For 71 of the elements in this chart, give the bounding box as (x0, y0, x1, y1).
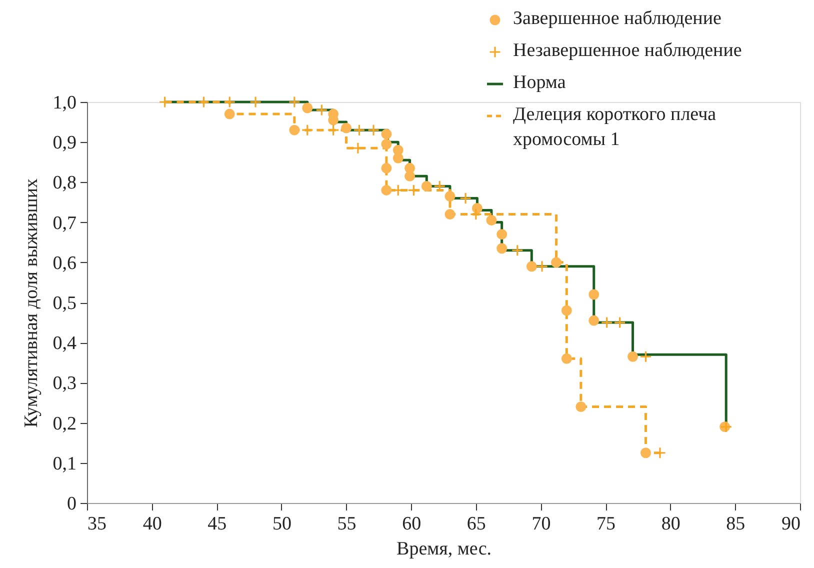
legend-label: Делеция короткого плеча хромосомы 1 (513, 104, 717, 150)
point (353, 124, 366, 136)
y-tick-label: 0,3 (52, 373, 76, 394)
point (224, 96, 236, 108)
point (301, 124, 314, 136)
y-tick-label: 0,8 (52, 172, 76, 194)
y-tick-label: 0,9 (52, 132, 76, 154)
point (404, 170, 416, 182)
y-tick-label: 0,1 (52, 453, 76, 474)
point (444, 209, 456, 220)
y-tick-label: 0 (67, 494, 76, 514)
point (614, 316, 626, 329)
point (459, 192, 472, 204)
y-tick-label: 0,6 (52, 252, 76, 274)
point (381, 138, 392, 150)
x-tick-label: 70 (532, 514, 551, 534)
x-tick-label: 45 (208, 514, 227, 534)
x-tick-label: 60 (402, 514, 422, 534)
point (640, 448, 651, 458)
x-tick-label: 80 (661, 514, 680, 534)
point (551, 257, 562, 268)
point (327, 124, 340, 136)
point (367, 124, 380, 136)
point (536, 260, 548, 272)
point (628, 351, 638, 362)
y-tick-label: 0,5 (52, 293, 76, 314)
point (341, 122, 352, 134)
legend-label: Норма (513, 72, 566, 93)
x-tick-label: 90 (782, 514, 800, 534)
point (640, 350, 652, 363)
x-tick-label: 40 (142, 514, 162, 534)
legend-label: Завершенное наблюдение (513, 8, 722, 29)
point (496, 229, 508, 240)
x-tick-label: 35 (88, 514, 106, 534)
x-axis-title: Время, мес. (396, 538, 492, 560)
point (381, 162, 392, 174)
point (381, 128, 392, 140)
point (600, 316, 613, 329)
y-tick-label: 0,4 (52, 333, 77, 354)
point (576, 402, 586, 412)
point (588, 289, 600, 300)
y-tick-label: 1,0 (52, 92, 76, 114)
point (392, 152, 404, 164)
point (289, 124, 300, 136)
point (511, 244, 524, 256)
point (224, 108, 235, 120)
point (526, 261, 537, 272)
point (444, 191, 456, 202)
point (316, 104, 328, 116)
point (249, 96, 262, 108)
point (288, 96, 300, 108)
y-tick-label: 0,2 (52, 413, 76, 434)
point (198, 96, 210, 108)
point (561, 305, 572, 316)
point (472, 203, 482, 214)
x-tick-label: 65 (466, 514, 486, 534)
point (496, 243, 508, 254)
point (421, 180, 432, 192)
point (561, 353, 572, 364)
y-tick-label: 0,7 (52, 212, 76, 234)
point (470, 208, 482, 220)
x-tick-label: 85 (726, 514, 746, 534)
point (486, 215, 497, 226)
x-tick-label: 50 (272, 514, 292, 534)
x-tick-label: 55 (337, 514, 356, 534)
y-axis-title: Кумулятивная доля выживших (20, 178, 42, 428)
legend-label: Незавершенное наблюдение (513, 40, 742, 61)
point (302, 102, 313, 114)
point (588, 315, 600, 326)
x-tick-label: 75 (596, 514, 616, 534)
point (381, 184, 392, 196)
